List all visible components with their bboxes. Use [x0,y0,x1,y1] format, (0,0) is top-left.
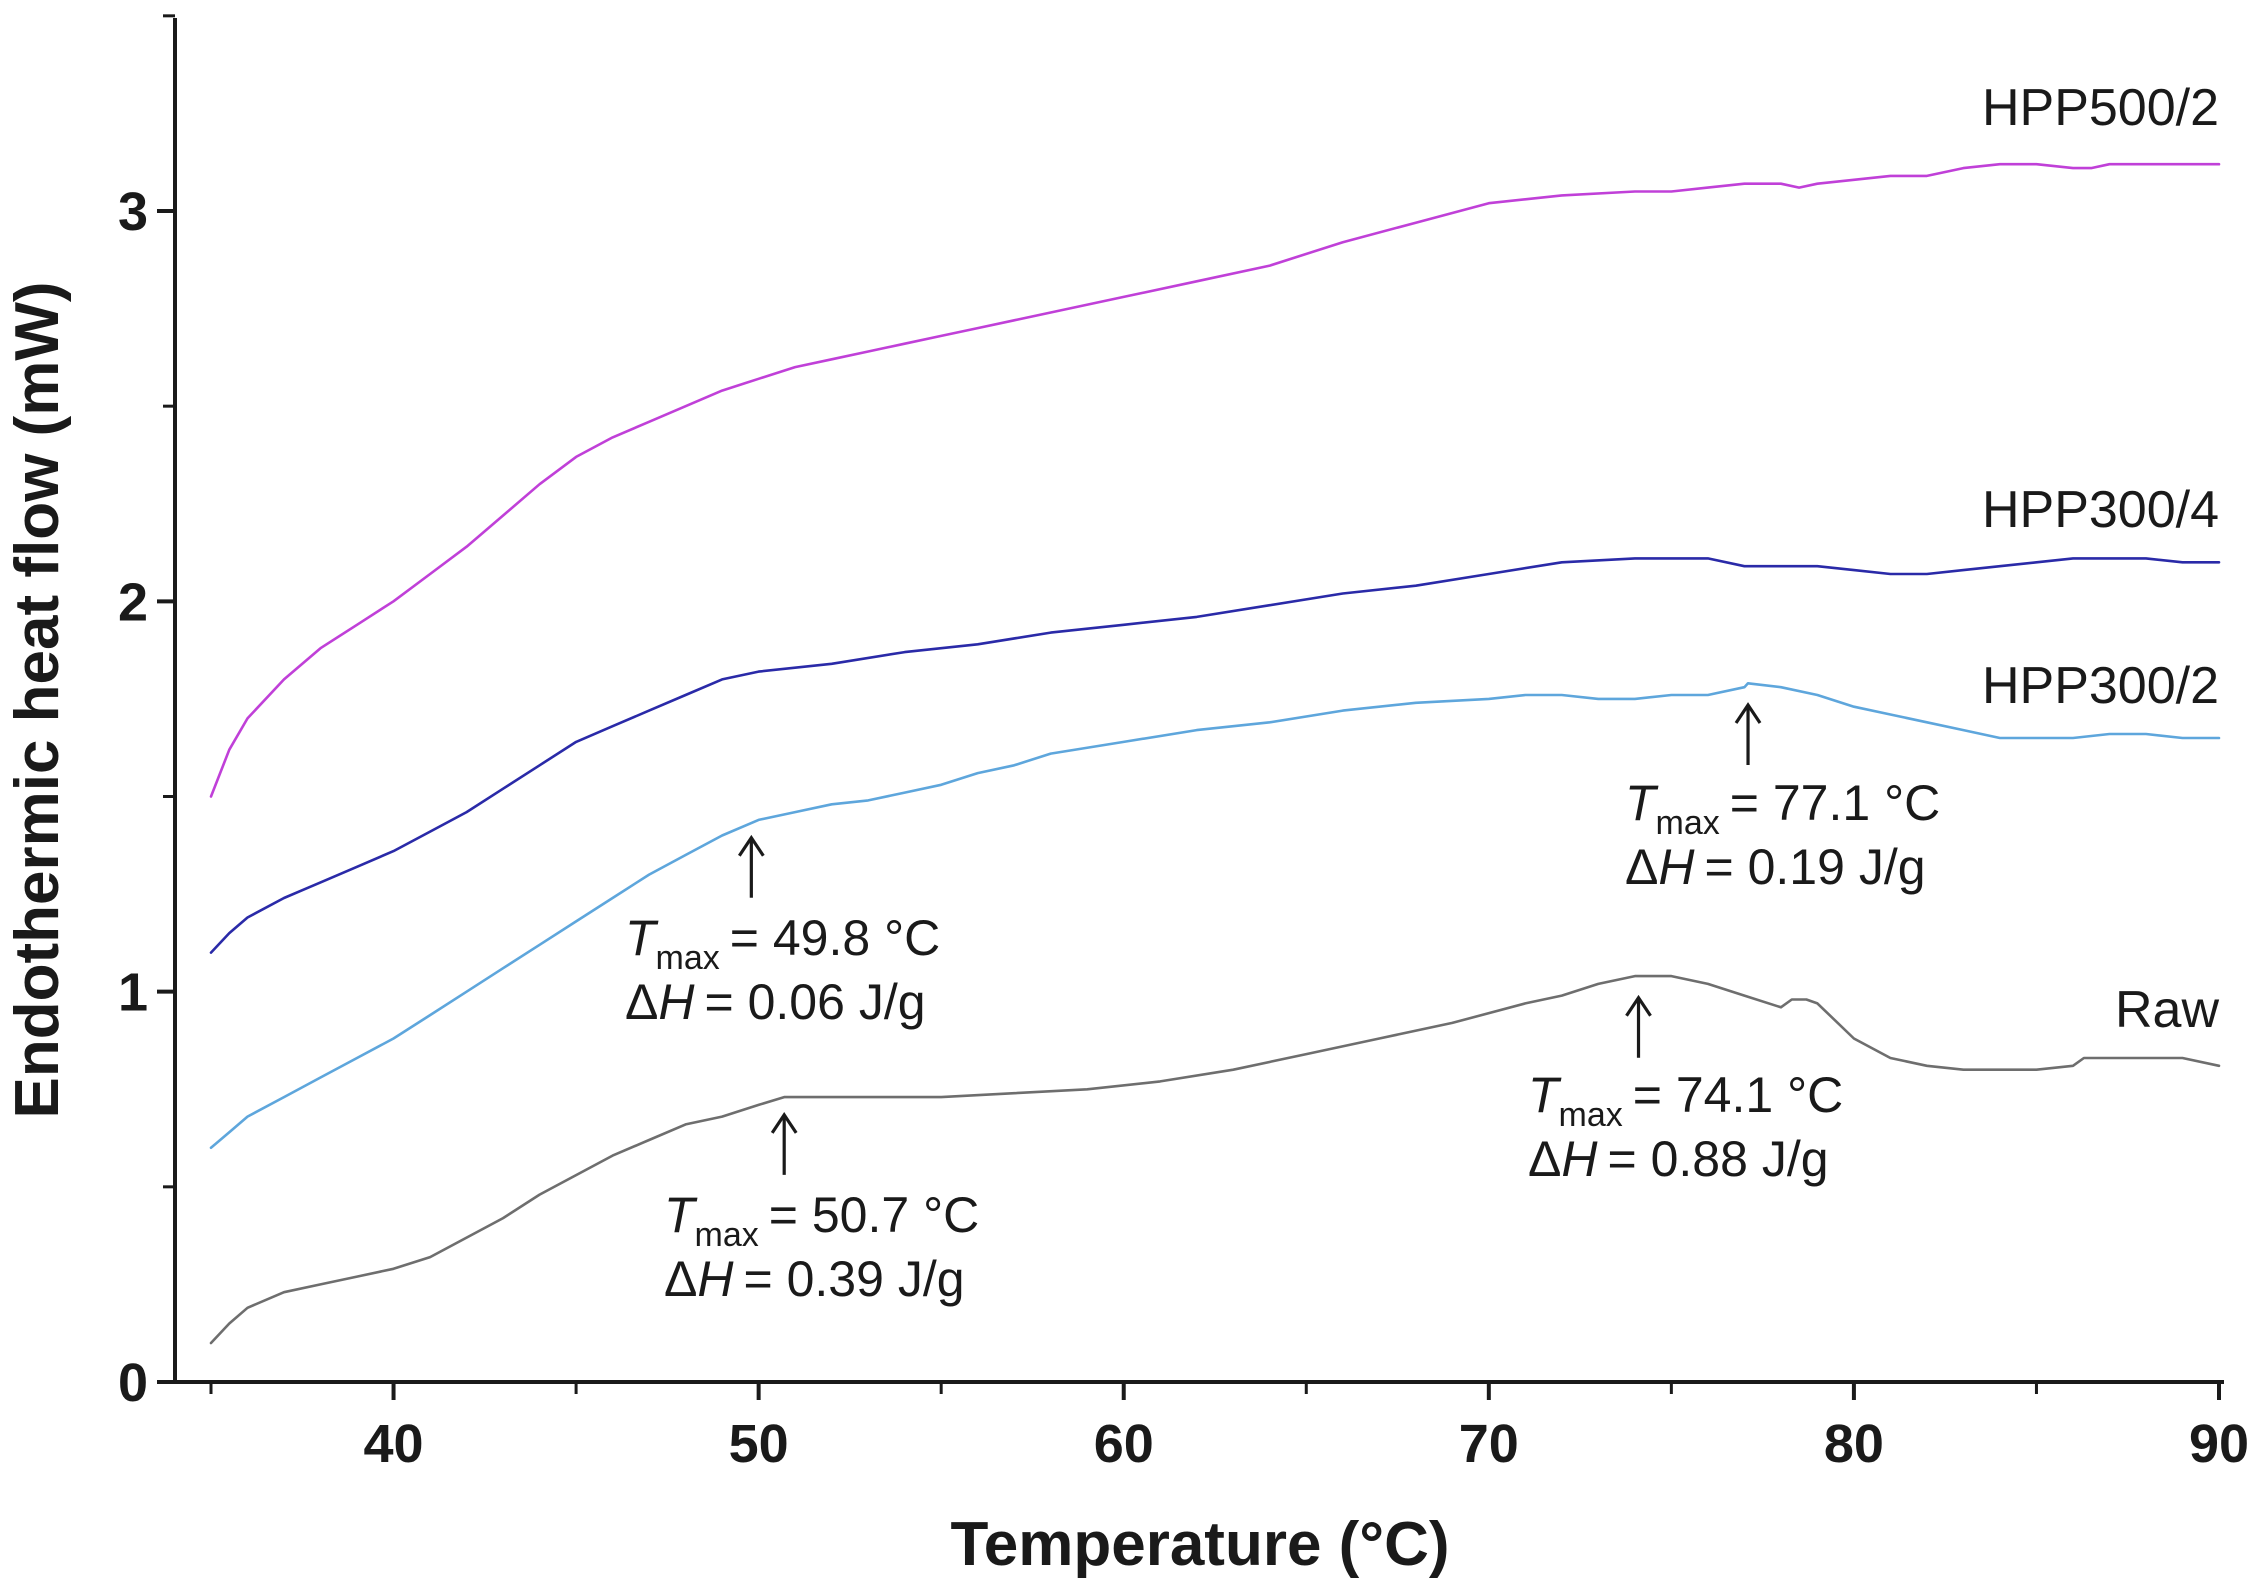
dh-text: ΔH = 0.06 J/g [625,974,926,1030]
tmax-subscript: max [1656,804,1720,842]
tmax-text: Tmax = 49.8 °C [625,910,940,977]
y-tick-label: 2 [118,572,148,632]
x-tick-label: 80 [1824,1414,1884,1474]
dh-value: = 0.19 J/g [1705,839,1926,895]
dh-text: ΔH = 0.88 J/g [1528,1131,1829,1187]
tmax-subscript: max [656,939,720,977]
series-layer [209,162,2221,1345]
series-line-hpp300-4 [209,557,2221,954]
peak-annotation: Tmax = 50.7 °C ΔH = 0.39 J/g [664,1111,979,1307]
dh-text: ΔH = 0.19 J/g [1625,839,1926,895]
dh-value: = 0.88 J/g [1608,1131,1829,1187]
tmax-symbol: T [664,1187,698,1243]
dh-text: ΔH = 0.39 J/g [664,1251,965,1307]
tmax-symbol: T [1528,1067,1562,1123]
tmax-symbol: T [625,910,659,966]
delta-symbol: Δ [1625,839,1658,895]
tmax-value: = 49.8 °C [730,910,940,966]
y-tick-label: 0 [118,1353,148,1413]
series-labels: HPP500/2 HPP300/4 HPP300/2 Raw [1982,79,2219,1039]
series-label: HPP500/2 [1982,79,2219,137]
arrow-head [1734,702,1762,724]
tmax-value: = 74.1 °C [1633,1067,1843,1123]
x-tick-label: 70 [1459,1414,1519,1474]
series-label: Raw [2115,981,2219,1039]
series-line-hpp500-2 [209,162,2221,798]
series-line-raw [209,974,2221,1345]
peak-annotation: Tmax = 77.1 °C ΔH = 0.19 J/g [1625,702,1940,895]
x-tick-label: 60 [1094,1414,1154,1474]
arrow-head [1625,994,1652,1017]
tmax-text: Tmax = 74.1 °C [1528,1067,1843,1134]
h-symbol: H [658,974,695,1030]
x-tick-label: 90 [2189,1414,2249,1474]
tmax-value: = 77.1 °C [1730,775,1940,831]
dh-value: = 0.06 J/g [705,974,926,1030]
x-tick-label: 40 [364,1414,424,1474]
tmax-subscript: max [1559,1096,1623,1134]
series-label: HPP300/4 [1982,481,2219,539]
tmax-subscript: max [695,1216,759,1254]
tmax-text: Tmax = 50.7 °C [664,1187,979,1254]
x-tick-label: 50 [729,1414,789,1474]
h-symbol: H [697,1251,734,1307]
y-axis-title: Endothermic heat flow (mW) [3,282,72,1119]
y-tick-label: 1 [118,963,148,1023]
arrow-head [738,834,765,857]
tmax-symbol: T [1625,775,1659,831]
y-tick-label: 3 [118,182,148,242]
delta-symbol: Δ [1528,1131,1561,1187]
delta-symbol: Δ [625,974,658,1030]
arrow-head [770,1111,798,1134]
peak-annotation: Tmax = 49.8 °C ΔH = 0.06 J/g [625,834,940,1030]
series-label: HPP300/2 [1982,657,2219,715]
x-axis-title: Temperature (°C) [950,1510,1449,1579]
peak-annotation: Tmax = 74.1 °C ΔH = 0.88 J/g [1528,994,1843,1187]
h-symbol: H [1561,1131,1598,1187]
h-symbol: H [1658,839,1695,895]
y-ticks: 0 1 2 3 [118,14,175,1413]
x-ticks: 40 50 60 70 80 90 [209,1382,2249,1474]
delta-symbol: Δ [664,1251,697,1307]
dh-value: = 0.39 J/g [744,1251,965,1307]
axes [173,18,2224,1384]
tmax-value: = 50.7 °C [769,1187,979,1243]
series-line-hpp300-2 [209,682,2221,1150]
tmax-text: Tmax = 77.1 °C [1625,775,1940,842]
